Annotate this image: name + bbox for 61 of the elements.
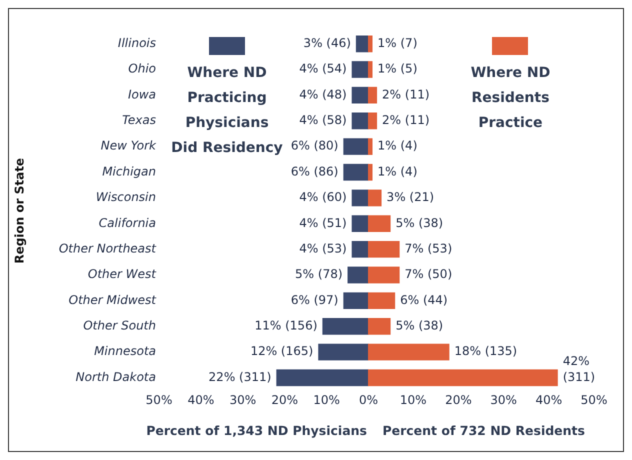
data-label: 3% (46) [303, 36, 351, 50]
data-label: 11% (156) [254, 318, 318, 333]
data-label: 1% (7) [378, 36, 418, 50]
data-label: 22% (311) [208, 370, 272, 384]
x-tick-label: 50% [146, 392, 172, 407]
data-label: 6% (44) [400, 292, 448, 307]
data-label: 5% (38) [396, 318, 444, 333]
x-tick-label: 10% [313, 392, 340, 407]
y-tick-label: Illinois [118, 36, 156, 50]
bar [368, 138, 373, 155]
data-label: 5% (38) [396, 216, 444, 230]
bar [368, 164, 373, 181]
data-label: 42% (311) [563, 354, 596, 384]
y-tick-label: Other Midwest [68, 292, 158, 307]
y-tick-label: New York [100, 138, 158, 153]
data-label: 7% (50) [405, 267, 453, 282]
data-label: 12% (165) [250, 344, 314, 358]
data-label: 4% (54) [299, 62, 347, 76]
y-tick-label: Iowa [128, 87, 156, 102]
y-tick-label: Wisconsin [96, 190, 156, 204]
x-tick-label: 30% [490, 392, 518, 407]
y-tick-label: North Dakota [76, 370, 156, 384]
x-axis-title: Percent of 732 ND Residents [382, 423, 585, 438]
data-label: 6% (86) [290, 164, 338, 178]
x-axis-title: Percent of 1,343 ND Physicians [146, 423, 367, 438]
x-tick-label: 50% [581, 392, 608, 407]
y-tick-label: Michigan [102, 164, 156, 178]
data-label: 1% (4) [378, 138, 418, 153]
x-tick-label: 30% [229, 392, 256, 407]
data-label: 7% (53) [405, 241, 453, 256]
data-label: 6% (80) [290, 138, 338, 153]
x-tick-label: 40% [188, 392, 214, 407]
legend-label: Where ND Residents Practice [470, 64, 552, 133]
data-label: 4% (53) [299, 241, 347, 256]
x-tick-label: 20% [446, 392, 472, 407]
data-label: 5% (78) [295, 267, 343, 282]
data-label: 4% (48) [299, 87, 347, 102]
y-tick-label: Ohio [128, 62, 156, 76]
y-axis-title: Region or State [12, 158, 26, 264]
y-tick-label: California [98, 216, 156, 230]
y-tick-label: Texas [122, 113, 156, 128]
x-tick-label: 10% [400, 392, 428, 407]
x-tick-label: 40% [536, 392, 563, 407]
y-tick-label: Other West [88, 267, 158, 282]
x-tick-label: 20% [271, 392, 298, 407]
y-tick-label: Other South [83, 318, 156, 333]
data-label: 1% (5) [378, 62, 418, 76]
data-label: 4% (51) [299, 216, 347, 230]
data-label: 3% (21) [387, 190, 435, 204]
data-label: 6% (97) [290, 292, 338, 307]
data-label: 18% (135) [454, 344, 518, 358]
data-label: 2% (11) [382, 87, 430, 102]
data-label: 4% (58) [299, 113, 347, 128]
legend-label: Where ND Practicing Physicians Did Residency [171, 64, 283, 158]
bar [368, 61, 373, 78]
data-label: 4% (60) [299, 190, 347, 204]
y-tick-label: Minnesota [94, 344, 156, 358]
data-label: 2% (11) [382, 113, 430, 128]
data-label: 1% (4) [378, 164, 418, 178]
y-tick-label: Other Northeast [58, 241, 158, 256]
x-tick-label: 0% [358, 392, 378, 407]
